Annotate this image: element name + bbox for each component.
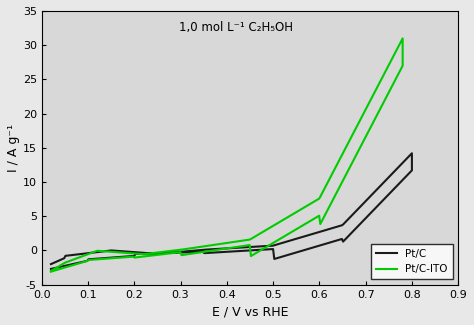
Y-axis label: I / A g⁻¹: I / A g⁻¹ <box>7 124 20 172</box>
Legend: Pt/C, Pt/C-ITO: Pt/C, Pt/C-ITO <box>371 244 453 280</box>
X-axis label: E / V vs RHE: E / V vs RHE <box>212 305 288 318</box>
Text: 1,0 mol L⁻¹ C₂H₅OH: 1,0 mol L⁻¹ C₂H₅OH <box>179 21 293 34</box>
